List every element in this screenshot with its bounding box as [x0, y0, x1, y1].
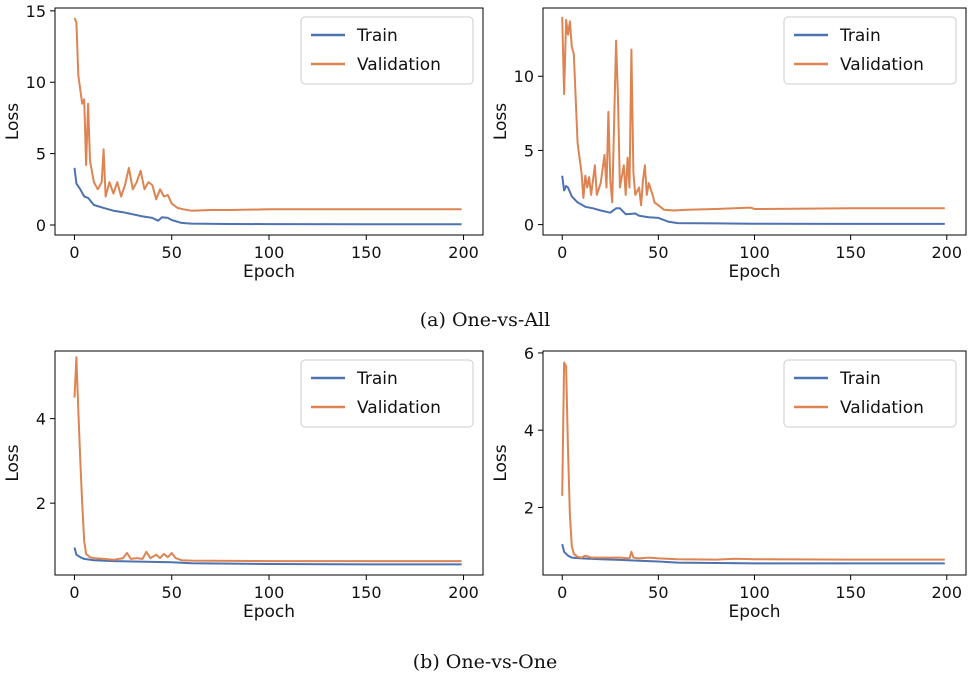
- y-axis-label: Loss: [491, 103, 511, 140]
- y-tick-label: 0: [36, 216, 46, 235]
- x-tick-label: 0: [557, 583, 567, 602]
- legend-label-train: Train: [839, 26, 881, 46]
- legend: Train Validation: [300, 359, 474, 428]
- x-tick-label: 200: [448, 243, 479, 262]
- legend-label-train: Train: [356, 26, 398, 46]
- x-tick-label: 150: [351, 243, 382, 262]
- legend-label-validation: Validation: [840, 55, 924, 75]
- plot-one-vs-all-left: 0 50 100 150 200 0 5 10 15 Epoch Loss Train Validati…: [3, 2, 484, 282]
- plot-one-vs-one-right: 0 50 100 150 200 2 4 6 Epoch Loss Train Validation: [491, 344, 967, 622]
- legend-label-train: Train: [839, 369, 881, 389]
- y-tick-label: 5: [36, 145, 46, 164]
- y-tick-label: 2: [524, 498, 534, 517]
- x-axis-label: Epoch: [243, 262, 295, 282]
- x-axis-label: Epoch: [728, 602, 780, 622]
- x-tick-label: 100: [254, 243, 285, 262]
- x-tick-label: 0: [557, 243, 567, 262]
- series-line-train: [561, 175, 945, 225]
- series-line-validation: [73, 356, 462, 563]
- series-line-validation: [561, 361, 945, 561]
- y-tick-label: 2: [36, 494, 46, 513]
- x-tick-label: 100: [739, 243, 770, 262]
- legend-label-validation: Validation: [357, 55, 441, 75]
- x-axis-label: Epoch: [728, 262, 780, 282]
- y-tick-label: 10: [26, 73, 46, 92]
- series-line-train: [73, 547, 462, 566]
- plot-one-vs-one-left: 0 50 100 150 200 2 4 Epoch Loss Train Validation: [3, 350, 484, 622]
- y-axis-label: Loss: [3, 103, 23, 140]
- y-tick-label: 15: [26, 2, 46, 21]
- x-tick-label: 100: [739, 583, 770, 602]
- y-tick-label: 0: [524, 216, 534, 235]
- y-axis-label: Loss: [3, 444, 23, 481]
- caption-one-vs-one: (b) One-vs-One: [412, 651, 558, 673]
- series-line-train: [561, 543, 945, 565]
- x-tick-label: 100: [254, 583, 285, 602]
- x-tick-label: 0: [69, 243, 79, 262]
- y-tick-label: 6: [524, 344, 534, 363]
- x-tick-label: 200: [448, 583, 479, 602]
- x-tick-label: 200: [931, 243, 962, 262]
- series-line-validation: [561, 16, 945, 212]
- x-tick-label: 50: [648, 243, 668, 262]
- legend-label-validation: Validation: [357, 398, 441, 418]
- x-tick-label: 150: [835, 243, 866, 262]
- plot-one-vs-all-right: 0 50 100 150 200 0 5 10 Epoch Loss Train Validation: [491, 7, 967, 282]
- x-tick-label: 50: [648, 583, 668, 602]
- y-axis-label: Loss: [491, 444, 511, 481]
- y-tick-label: 4: [524, 421, 534, 440]
- legend: Train Validation: [300, 16, 474, 85]
- x-tick-label: 0: [69, 583, 79, 602]
- x-tick-label: 200: [931, 583, 962, 602]
- caption-one-vs-all: (a) One-vs-All: [419, 309, 551, 331]
- y-tick-label: 10: [514, 67, 534, 86]
- legend-label-validation: Validation: [840, 398, 924, 418]
- x-tick-label: 50: [162, 583, 182, 602]
- x-tick-label: 50: [162, 243, 182, 262]
- x-tick-label: 150: [351, 583, 382, 602]
- series-line-validation: [73, 17, 462, 212]
- x-tick-label: 150: [835, 583, 866, 602]
- y-tick-label: 5: [524, 141, 534, 160]
- y-tick-label: 4: [36, 410, 46, 429]
- legend: Train Validation: [783, 359, 957, 428]
- legend-label-train: Train: [356, 369, 398, 389]
- series-line-train: [73, 167, 462, 226]
- x-axis-label: Epoch: [243, 602, 295, 622]
- legend: Train Validation: [783, 16, 957, 85]
